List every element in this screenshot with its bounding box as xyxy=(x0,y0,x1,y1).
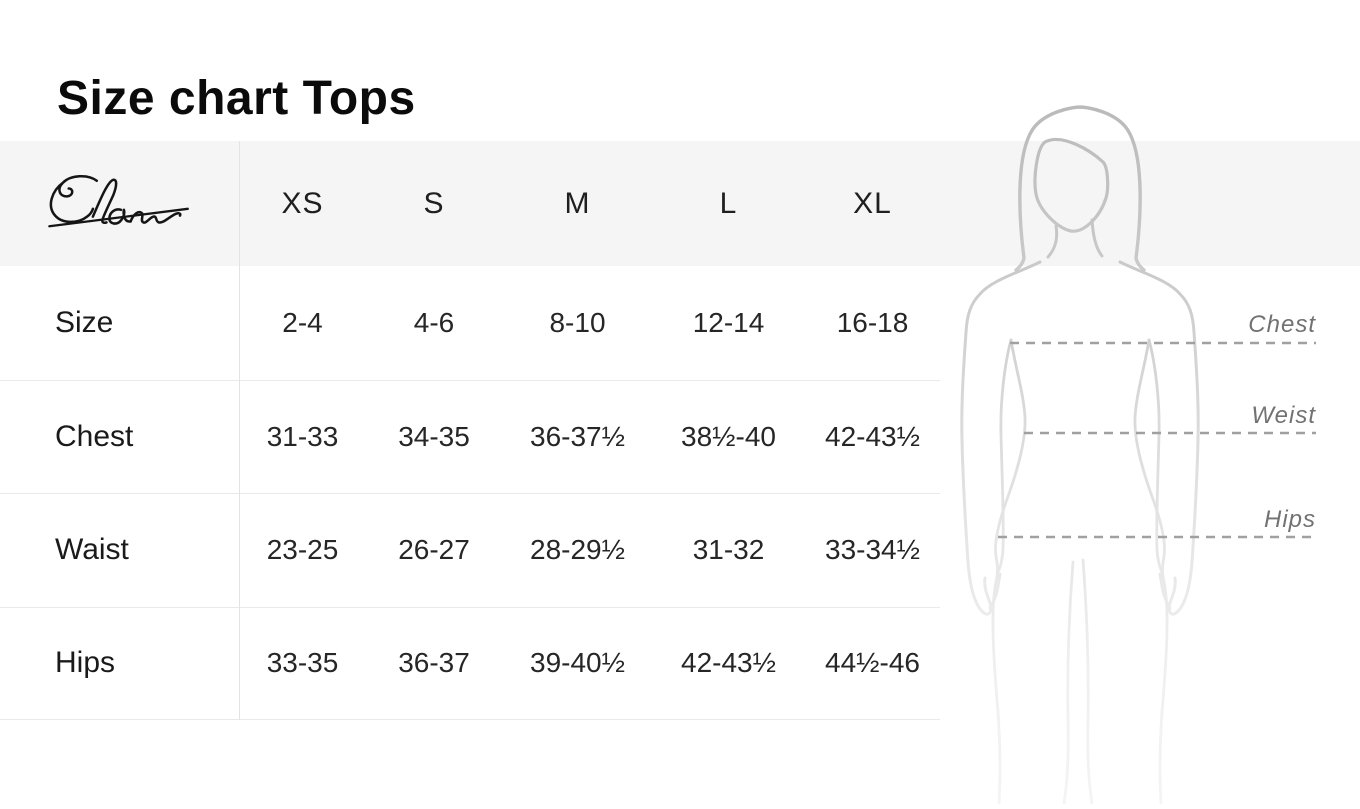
cell-chest-m: 36-37½ xyxy=(503,379,652,494)
right-hand-finger xyxy=(1158,572,1172,610)
left-torso-leg xyxy=(991,338,1027,806)
column-header-l: L xyxy=(719,186,738,220)
neck-right-line xyxy=(1090,218,1104,258)
signature-underline xyxy=(47,207,189,227)
cell-chest-xl: 42-43½ xyxy=(805,379,940,494)
elan-logo-signature-icon xyxy=(47,174,189,227)
right-inner-arm xyxy=(1147,338,1164,574)
cell-waist-s: 26-27 xyxy=(365,493,503,607)
cell-waist-l: 31-32 xyxy=(652,493,805,607)
left-hand-finger xyxy=(988,572,1002,610)
column-header-xl: XL xyxy=(853,186,892,220)
column-header-m: M xyxy=(564,186,591,220)
left-inner-thigh xyxy=(1062,560,1075,806)
cell-waist-m: 28-29½ xyxy=(503,493,652,607)
column-header-s: S xyxy=(423,186,445,220)
cell-size-m: 8-10 xyxy=(549,306,606,338)
face-outline xyxy=(1033,137,1110,233)
cell-hips-s: 36-37 xyxy=(365,606,503,720)
cell-size-l: 12-14 xyxy=(692,306,765,338)
right-inner-thigh xyxy=(1081,558,1094,806)
cell-hips-l: 42-43½ xyxy=(652,606,805,720)
right-torso-leg xyxy=(1133,338,1169,806)
page-title: Size chart Tops xyxy=(57,72,416,126)
hair-outline xyxy=(1014,105,1146,272)
row-label-hips: Hips xyxy=(0,606,240,720)
cell-waist-xl: 33-34½ xyxy=(805,493,940,607)
column-header-xs: XS xyxy=(281,186,324,220)
left-inner-arm xyxy=(996,338,1013,574)
size-chart-table: XS S M L XL Size 2-4 4-6 8-10 12-14 16-1… xyxy=(0,141,940,720)
cell-hips-xl: 44½-46 xyxy=(805,606,940,720)
measurement-figure xyxy=(940,100,1360,806)
row-label-chest: Chest xyxy=(0,379,240,493)
cell-hips-m: 39-40½ xyxy=(503,606,652,720)
cell-hips-xs: 33-35 xyxy=(240,606,365,720)
signature-letter-a xyxy=(107,207,132,225)
signature-letter-e xyxy=(49,174,98,223)
cell-chest-s: 34-35 xyxy=(365,379,503,494)
chest-measure-label: Chest xyxy=(1248,311,1316,338)
cell-waist-xs: 23-25 xyxy=(240,493,365,607)
neck-left-line xyxy=(1046,224,1059,259)
waist-measure-label: Weist xyxy=(1251,402,1316,429)
row-label-size: Size xyxy=(0,266,240,380)
row-label-waist: Waist xyxy=(0,493,240,607)
signature-letter-l xyxy=(91,178,117,224)
cell-size-xl: 16-18 xyxy=(836,306,909,338)
cell-chest-xs: 31-33 xyxy=(240,379,365,494)
cell-chest-l: 38½-40 xyxy=(652,379,805,494)
cell-size-xs: 2-4 xyxy=(282,306,323,338)
table-header-band xyxy=(0,141,1360,266)
female-silhouette-icon xyxy=(960,105,1316,806)
brand-logo-cell xyxy=(0,141,240,266)
hips-measure-label: Hips xyxy=(1263,506,1316,533)
cell-size-s: 4-6 xyxy=(413,306,455,338)
